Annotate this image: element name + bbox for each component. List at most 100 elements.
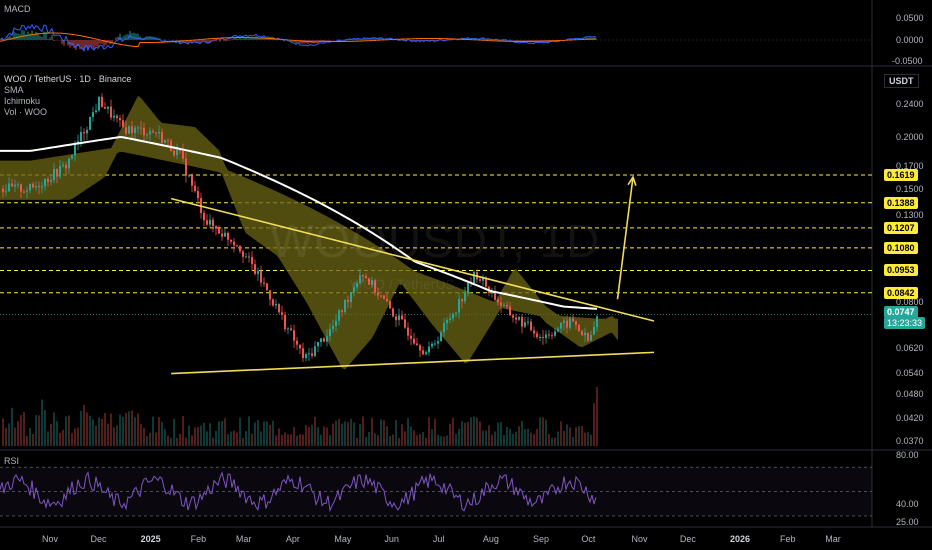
candle-body [371, 280, 373, 285]
indicator-label: SMA [4, 85, 24, 95]
candle-body [32, 183, 34, 188]
volume-bar [227, 434, 229, 446]
candle-body [266, 283, 268, 291]
volume-bar [53, 412, 55, 446]
volume-bar [23, 411, 25, 446]
volume-bar [209, 423, 211, 446]
volume-bar [245, 431, 247, 446]
rsi-band [0, 467, 872, 516]
countdown-tag: 13:23:33 [884, 317, 926, 330]
volume-bar [431, 429, 433, 446]
candle-body [437, 341, 439, 344]
candle-body [581, 331, 583, 336]
level-price-tag: 0.0842 [884, 286, 918, 299]
projection-arrow-icon [627, 175, 637, 186]
volume-bar [500, 421, 502, 446]
volume-bar [479, 421, 481, 446]
candle-body [170, 140, 172, 151]
candle-body [161, 131, 163, 143]
volume-bar [146, 436, 148, 446]
volume-bar [191, 435, 193, 446]
volume-bar [416, 435, 418, 446]
volume-bar [128, 411, 130, 446]
candle-body [494, 291, 496, 300]
rsi-label: RSI [4, 456, 20, 466]
candle-body [116, 115, 118, 119]
candle-body [539, 336, 541, 338]
candle-body [341, 310, 343, 312]
volume-bar [434, 418, 436, 446]
candle-body [473, 271, 475, 284]
macd-line [0, 23, 597, 52]
time-axis-label: May [334, 534, 352, 544]
candle-body [545, 334, 547, 338]
volume-bar [206, 431, 208, 446]
candle-body [428, 346, 430, 353]
candle-body [455, 312, 457, 314]
candle-body [191, 175, 193, 186]
candle-body [62, 164, 64, 166]
quote-currency-button[interactable]: USDT [884, 74, 919, 88]
volume-bar [464, 422, 466, 446]
volume-bar [101, 419, 103, 446]
volume-bar [212, 437, 214, 446]
volume-bar [44, 410, 46, 446]
volume-bar [233, 430, 235, 446]
candle-body [29, 183, 31, 191]
volume-bar [422, 432, 424, 446]
volume-bar [497, 422, 499, 446]
candle-body [416, 343, 418, 346]
volume-bar [593, 403, 595, 446]
volume-bar [2, 418, 4, 446]
candle-body [392, 308, 394, 317]
volume-bar [392, 434, 394, 446]
time-axis-label: Nov [42, 534, 59, 544]
price-axis-tick: 0.0370 [896, 436, 924, 446]
candle-body [197, 191, 199, 199]
candle-body [590, 334, 592, 341]
candle-body [314, 346, 316, 356]
candle-body [218, 228, 220, 234]
volume-bar [293, 427, 295, 446]
candle-body [11, 183, 13, 187]
candle-body [185, 158, 187, 176]
candle-body [518, 316, 520, 320]
volume-bar [98, 417, 100, 446]
volume-bar [587, 432, 589, 446]
candle-body [59, 165, 61, 177]
volume-bar [200, 425, 202, 446]
volume-bar [557, 431, 559, 446]
volume-bar [353, 422, 355, 446]
candle-body [458, 298, 460, 313]
candle-body [449, 318, 451, 320]
candle-body [524, 322, 526, 327]
candle-body [533, 330, 535, 334]
candle-body [149, 131, 151, 135]
volume-bar [182, 416, 184, 446]
candle-body [143, 127, 145, 136]
volume-bar [119, 414, 121, 446]
volume-bar [368, 431, 370, 446]
volume-bar [584, 432, 586, 446]
candle-body [332, 326, 334, 330]
candle-body [65, 164, 67, 169]
volume-bar [254, 422, 256, 446]
candle-body [593, 326, 595, 335]
volume-bar [320, 434, 322, 446]
candle-body [431, 343, 433, 347]
candle-body [158, 131, 160, 134]
volume-bar [62, 429, 64, 446]
volume-bar [275, 435, 277, 446]
candle-body [575, 321, 577, 325]
volume-bar [482, 430, 484, 446]
volume-bar [11, 407, 13, 446]
volume-bar [8, 423, 10, 446]
indicator-label: Ichimoku [4, 96, 41, 106]
volume-bar [383, 420, 385, 446]
candle-body [20, 184, 22, 192]
candle-body [503, 304, 505, 306]
candle-body [50, 180, 52, 182]
candle-body [173, 150, 175, 156]
candle-body [521, 316, 523, 327]
